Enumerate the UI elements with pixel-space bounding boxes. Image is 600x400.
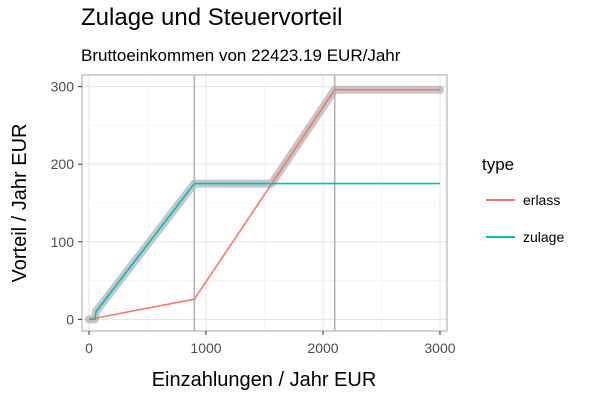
- grid: [82, 75, 447, 331]
- y-axis-label: Vorteil / Jahr EUR: [9, 124, 31, 283]
- x-tick-label: 3000: [424, 340, 455, 356]
- series-line-erlass: [88, 88, 440, 321]
- x-axis-ticks: 0 1000 2000 3000: [85, 331, 456, 356]
- y-tick-label: 200: [51, 156, 75, 172]
- x-tick-label: 0: [85, 340, 93, 356]
- series-line-zulage: [89, 182, 440, 321]
- chart-title: Zulage und Steuervorteil: [81, 4, 343, 31]
- plot-border: [81, 74, 448, 332]
- legend-label-zulage: zulage: [523, 229, 564, 245]
- x-tick-label: 2000: [307, 340, 338, 356]
- legend: type erlass zulage: [482, 155, 564, 245]
- y-tick-label: 100: [51, 234, 75, 250]
- x-tick-label: 1000: [190, 340, 221, 356]
- x-axis-label: Einzahlungen / Jahr EUR: [152, 369, 377, 391]
- reference-lines: [193, 75, 336, 331]
- y-axis-ticks: 0 100 200 300: [51, 79, 82, 327]
- y-tick-label: 0: [66, 311, 74, 327]
- legend-title: type: [482, 155, 514, 174]
- chart-subtitle: Bruttoeinkommen von 22423.19 EUR/Jahr: [81, 46, 401, 65]
- legend-label-erlass: erlass: [523, 192, 560, 208]
- series-lines: [88, 88, 440, 321]
- y-tick-label: 300: [51, 79, 75, 95]
